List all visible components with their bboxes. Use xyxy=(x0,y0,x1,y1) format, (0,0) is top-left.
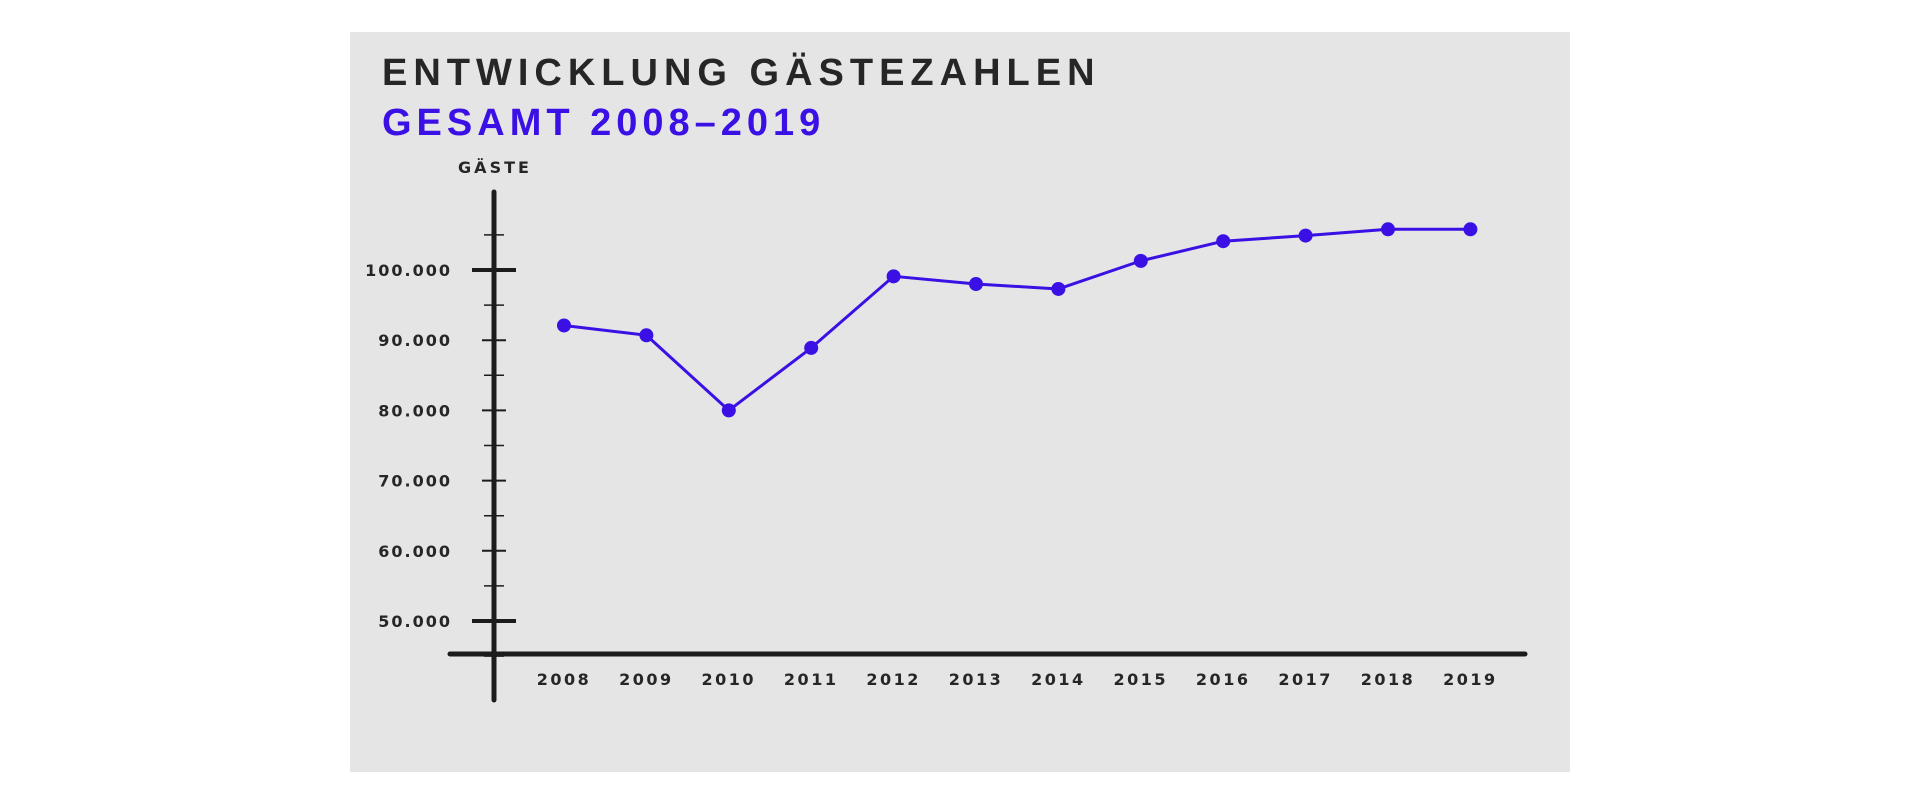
x-tick-label: 2013 xyxy=(949,670,1004,689)
x-tick-label: 2017 xyxy=(1278,670,1333,689)
data-point xyxy=(1133,253,1148,268)
y-tick-label: 90.000 xyxy=(378,331,452,350)
y-tick-label: 80.000 xyxy=(378,401,452,420)
data-point xyxy=(639,328,654,343)
data-point xyxy=(1051,281,1066,296)
data-point xyxy=(1381,222,1395,237)
x-tick-label: 2010 xyxy=(702,670,757,689)
y-tick-label: 70.000 xyxy=(378,472,452,491)
data-point xyxy=(969,277,983,292)
x-tick-label: 2015 xyxy=(1114,670,1169,689)
data-point xyxy=(1298,228,1313,243)
chart-subtitle: GESAMT 2008–2019 xyxy=(382,102,826,144)
chart-panel: ENTWICKLUNG GÄSTEZAHLEN GESAMT 2008–2019… xyxy=(350,32,1570,772)
data-point xyxy=(1216,234,1231,249)
y-tick-label: 100.000 xyxy=(365,261,452,280)
x-tick-label: 2016 xyxy=(1196,670,1251,689)
line-chart: GÄSTE 50.000 60.000 70.000 80.000 90.000 100.… xyxy=(365,158,1528,703)
data-point xyxy=(1463,222,1478,237)
x-tick-label: 2008 xyxy=(537,670,592,689)
data-point xyxy=(886,269,901,284)
x-tick-label: 2009 xyxy=(619,670,674,689)
y-tick-label: 50.000 xyxy=(378,612,452,631)
data-point xyxy=(804,340,819,355)
y-axis-title: GÄSTE xyxy=(458,158,532,177)
x-tick-label: 2014 xyxy=(1031,670,1086,689)
x-tick-label: 2019 xyxy=(1443,670,1498,689)
x-tick-label: 2011 xyxy=(784,670,839,689)
data-point xyxy=(557,318,571,333)
series-line xyxy=(563,227,1471,412)
chart-title: ENTWICKLUNG GÄSTEZAHLEN xyxy=(382,52,1101,94)
x-tick-label: 2012 xyxy=(866,670,921,689)
data-point xyxy=(721,403,736,418)
series xyxy=(557,222,1478,418)
y-tick-label: 60.000 xyxy=(378,542,452,561)
y-axis: 50.000 60.000 70.000 80.000 90.000 100.000 xyxy=(365,189,516,703)
x-tick-label: 2018 xyxy=(1361,670,1416,689)
x-axis: 2008 2009 2010 2011 2012 2013 2014 2015 2016 2017… xyxy=(447,651,1528,689)
